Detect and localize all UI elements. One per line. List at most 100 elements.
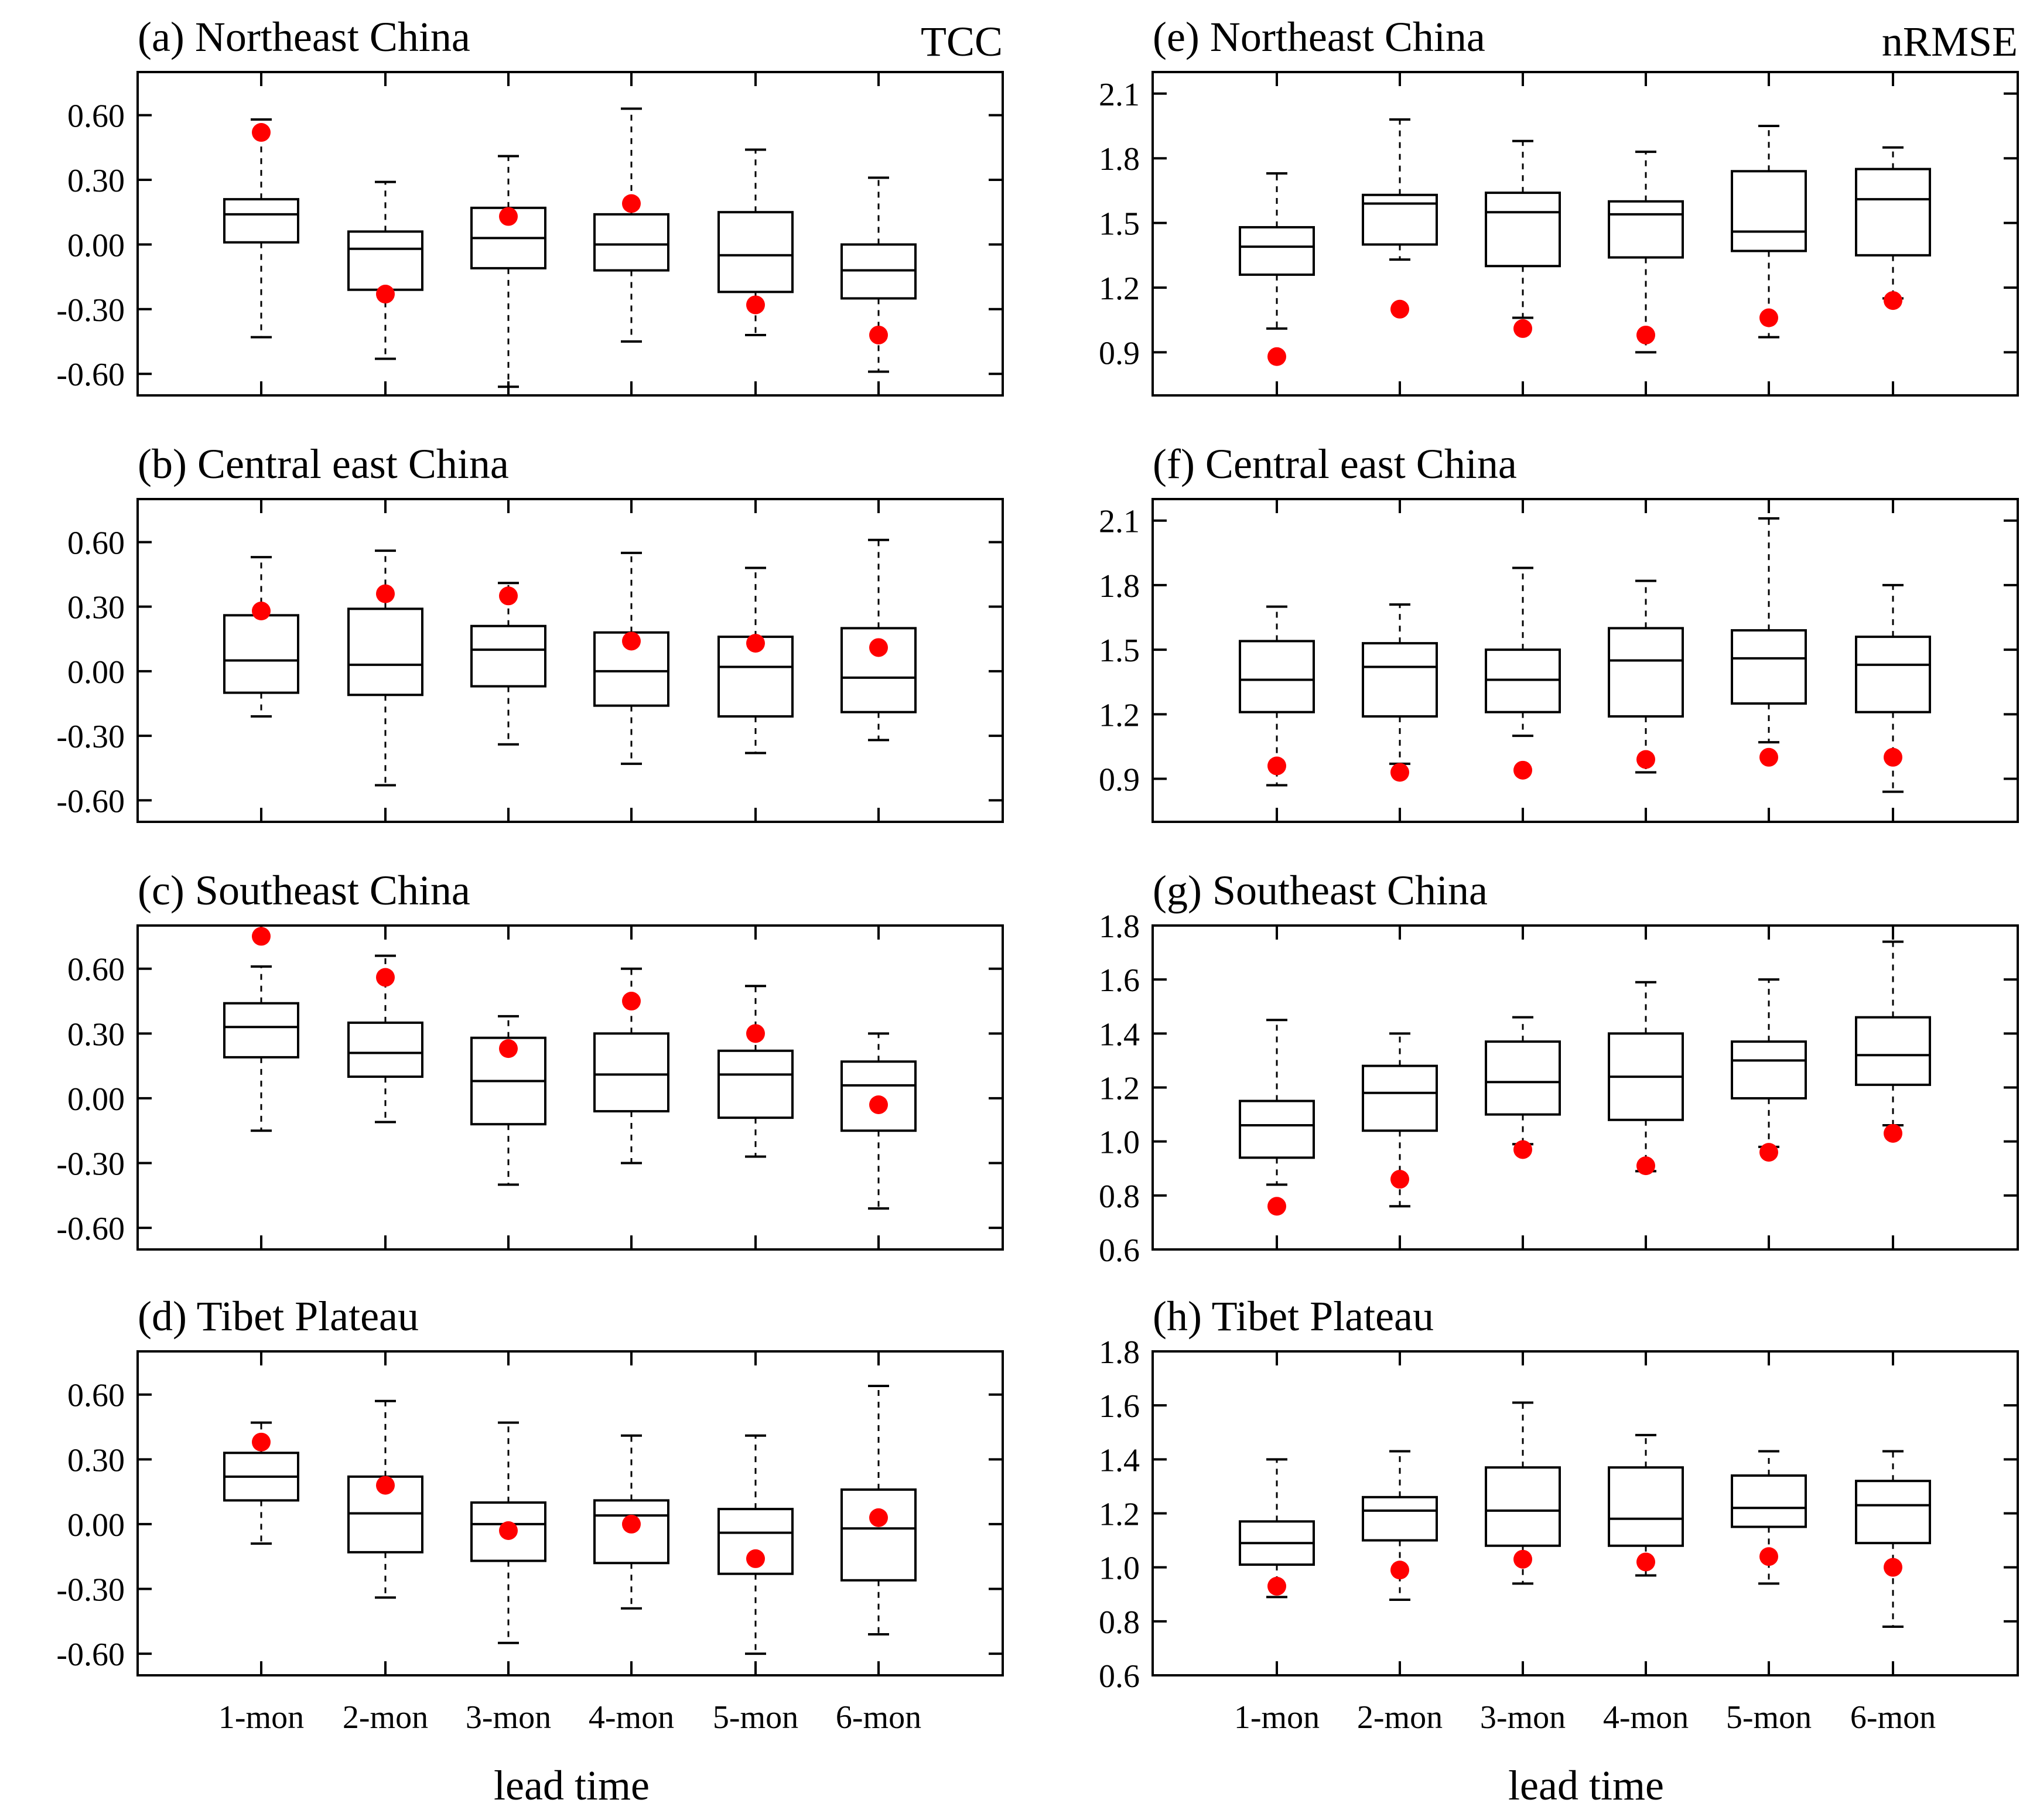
y-tick-label: -0.30 bbox=[56, 292, 125, 329]
box-iqr bbox=[1362, 1064, 1438, 1132]
y-tick-label: 1.0 bbox=[1099, 1551, 1140, 1587]
y-tick-label: 1.5 bbox=[1099, 633, 1140, 669]
box-iqr bbox=[1485, 192, 1561, 268]
ensemble-point-6-mon bbox=[869, 325, 888, 344]
box-iqr bbox=[1731, 1040, 1807, 1099]
ensemble-point-2-mon bbox=[1390, 1561, 1409, 1580]
ensemble-point-4-mon bbox=[1636, 325, 1655, 344]
y-tick-label: 0.00 bbox=[67, 654, 125, 691]
box-1-mon bbox=[1239, 605, 1315, 787]
ensemble-point-5-mon bbox=[1759, 1547, 1778, 1566]
y-tick-label: 0.6 bbox=[1099, 1232, 1140, 1269]
ensemble-point-4-mon bbox=[1636, 1156, 1655, 1176]
ensemble-point-3-mon bbox=[499, 1521, 518, 1540]
box-iqr bbox=[1608, 1466, 1684, 1547]
ensemble-point-6-mon bbox=[1884, 747, 1902, 767]
y-tick-label: 0.00 bbox=[67, 1507, 125, 1544]
box-iqr bbox=[470, 624, 546, 688]
box-iqr bbox=[1608, 627, 1684, 718]
metric-label-tcc: TCC bbox=[921, 18, 1003, 65]
box-iqr bbox=[1239, 640, 1315, 713]
ensemble-point-4-mon bbox=[622, 194, 641, 213]
box-3-mon bbox=[1485, 1016, 1561, 1146]
box-4-mon bbox=[593, 107, 669, 343]
box-5-mon bbox=[717, 148, 794, 336]
ensemble-point-6-mon bbox=[869, 638, 888, 657]
box-3-mon bbox=[1485, 139, 1561, 319]
box-1-mon bbox=[223, 556, 299, 718]
ensemble-point-5-mon bbox=[1759, 747, 1778, 767]
y-tick-label: 1.6 bbox=[1099, 962, 1140, 999]
panel-d: (d) Tibet Plateau -0.60 -0.30 0.00 0.30 0.60 1… bbox=[56, 1293, 1004, 1736]
box-4-mon bbox=[1608, 1433, 1684, 1577]
box-4-mon bbox=[593, 967, 669, 1165]
panel-e: (e) Northeast China 0.9 1.2 1.5 1.8 2.1 bbox=[1099, 13, 2019, 397]
x-axis-label-right: lead time bbox=[1508, 1762, 1664, 1809]
ensemble-point-4-mon bbox=[622, 992, 641, 1011]
ensemble-point-4-mon bbox=[622, 631, 641, 651]
box-2-mon bbox=[1362, 603, 1438, 765]
box-1-mon bbox=[223, 118, 299, 339]
y-tick-label: 1.8 bbox=[1099, 1334, 1140, 1371]
y-tick-label: 0.30 bbox=[67, 1016, 125, 1053]
x-category-label: 1-mon bbox=[218, 1699, 304, 1736]
plot-frame bbox=[1151, 498, 2019, 823]
box-iqr bbox=[1239, 226, 1315, 276]
ensemble-point-3-mon bbox=[1513, 760, 1532, 780]
box-iqr bbox=[717, 1049, 794, 1119]
ensemble-point-3-mon bbox=[1513, 1140, 1532, 1159]
box-iqr bbox=[1731, 629, 1807, 705]
box-iqr bbox=[717, 211, 794, 293]
box-iqr bbox=[1239, 1099, 1315, 1159]
panel-h: (h) Tibet Plateau 0.6 0.8 1.0 1.2 1.4 1.6 1.8 1-… bbox=[1099, 1293, 2019, 1736]
box-4-mon bbox=[1608, 579, 1684, 774]
y-tick-label: 0.6 bbox=[1099, 1658, 1140, 1695]
ensemble-point-4-mon bbox=[622, 1514, 641, 1534]
box-iqr bbox=[1855, 168, 1931, 257]
y-tick-label: 2.1 bbox=[1099, 77, 1140, 113]
x-category-label: 4-mon bbox=[589, 1699, 674, 1736]
panel-b: (b) Central east China -0.60 -0.30 0.00 0.30… bbox=[56, 441, 1004, 823]
box-iqr bbox=[347, 230, 423, 291]
y-tick-label: 1.2 bbox=[1099, 697, 1140, 733]
ensemble-point-1-mon bbox=[1267, 756, 1286, 776]
x-category-label: 5-mon bbox=[713, 1699, 798, 1736]
box-1-mon bbox=[1239, 1019, 1315, 1186]
y-tick-label: 0.30 bbox=[67, 1442, 125, 1478]
box-5-mon bbox=[1731, 978, 1807, 1148]
y-tick-label: -0.30 bbox=[56, 719, 125, 755]
box-iqr bbox=[223, 198, 299, 244]
box-iqr bbox=[1362, 1495, 1438, 1542]
y-tick-label: 1.2 bbox=[1099, 1497, 1140, 1533]
y-tick-label: -0.60 bbox=[56, 357, 125, 393]
y-tick-label: 0.60 bbox=[67, 98, 125, 135]
y-tick-label: 2.1 bbox=[1099, 504, 1140, 540]
y-tick-label: 1.2 bbox=[1099, 1071, 1140, 1107]
panel-title: (b) Central east China bbox=[138, 441, 509, 487]
box-iqr bbox=[1855, 636, 1931, 713]
y-tick-label: 1.2 bbox=[1099, 271, 1140, 307]
y-tick-label: 0.00 bbox=[67, 1081, 125, 1118]
box-2-mon bbox=[1362, 1450, 1438, 1601]
ensemble-point-2-mon bbox=[1390, 299, 1409, 319]
box-iqr bbox=[717, 1508, 794, 1575]
y-tick-label: 0.30 bbox=[67, 590, 125, 626]
ensemble-point-3-mon bbox=[1513, 319, 1532, 338]
y-tick-label: 1.4 bbox=[1099, 1442, 1140, 1478]
ensemble-point-5-mon bbox=[746, 1549, 765, 1568]
box-iqr bbox=[223, 614, 299, 694]
ensemble-point-4-mon bbox=[1636, 1552, 1655, 1572]
ensemble-point-2-mon bbox=[376, 285, 395, 304]
ensemble-point-5-mon bbox=[1759, 1143, 1778, 1162]
box-iqr bbox=[1485, 1466, 1561, 1547]
y-tick-label: 0.9 bbox=[1099, 762, 1140, 798]
ensemble-point-2-mon bbox=[1390, 763, 1409, 782]
box-5-mon bbox=[717, 1434, 794, 1655]
box-iqr bbox=[1362, 193, 1438, 246]
ensemble-point-1-mon bbox=[252, 1432, 271, 1452]
box-2-mon bbox=[347, 180, 423, 360]
y-tick-label: 0.00 bbox=[67, 227, 125, 264]
y-tick-label: 0.60 bbox=[67, 525, 125, 561]
box-iqr bbox=[1608, 200, 1684, 259]
